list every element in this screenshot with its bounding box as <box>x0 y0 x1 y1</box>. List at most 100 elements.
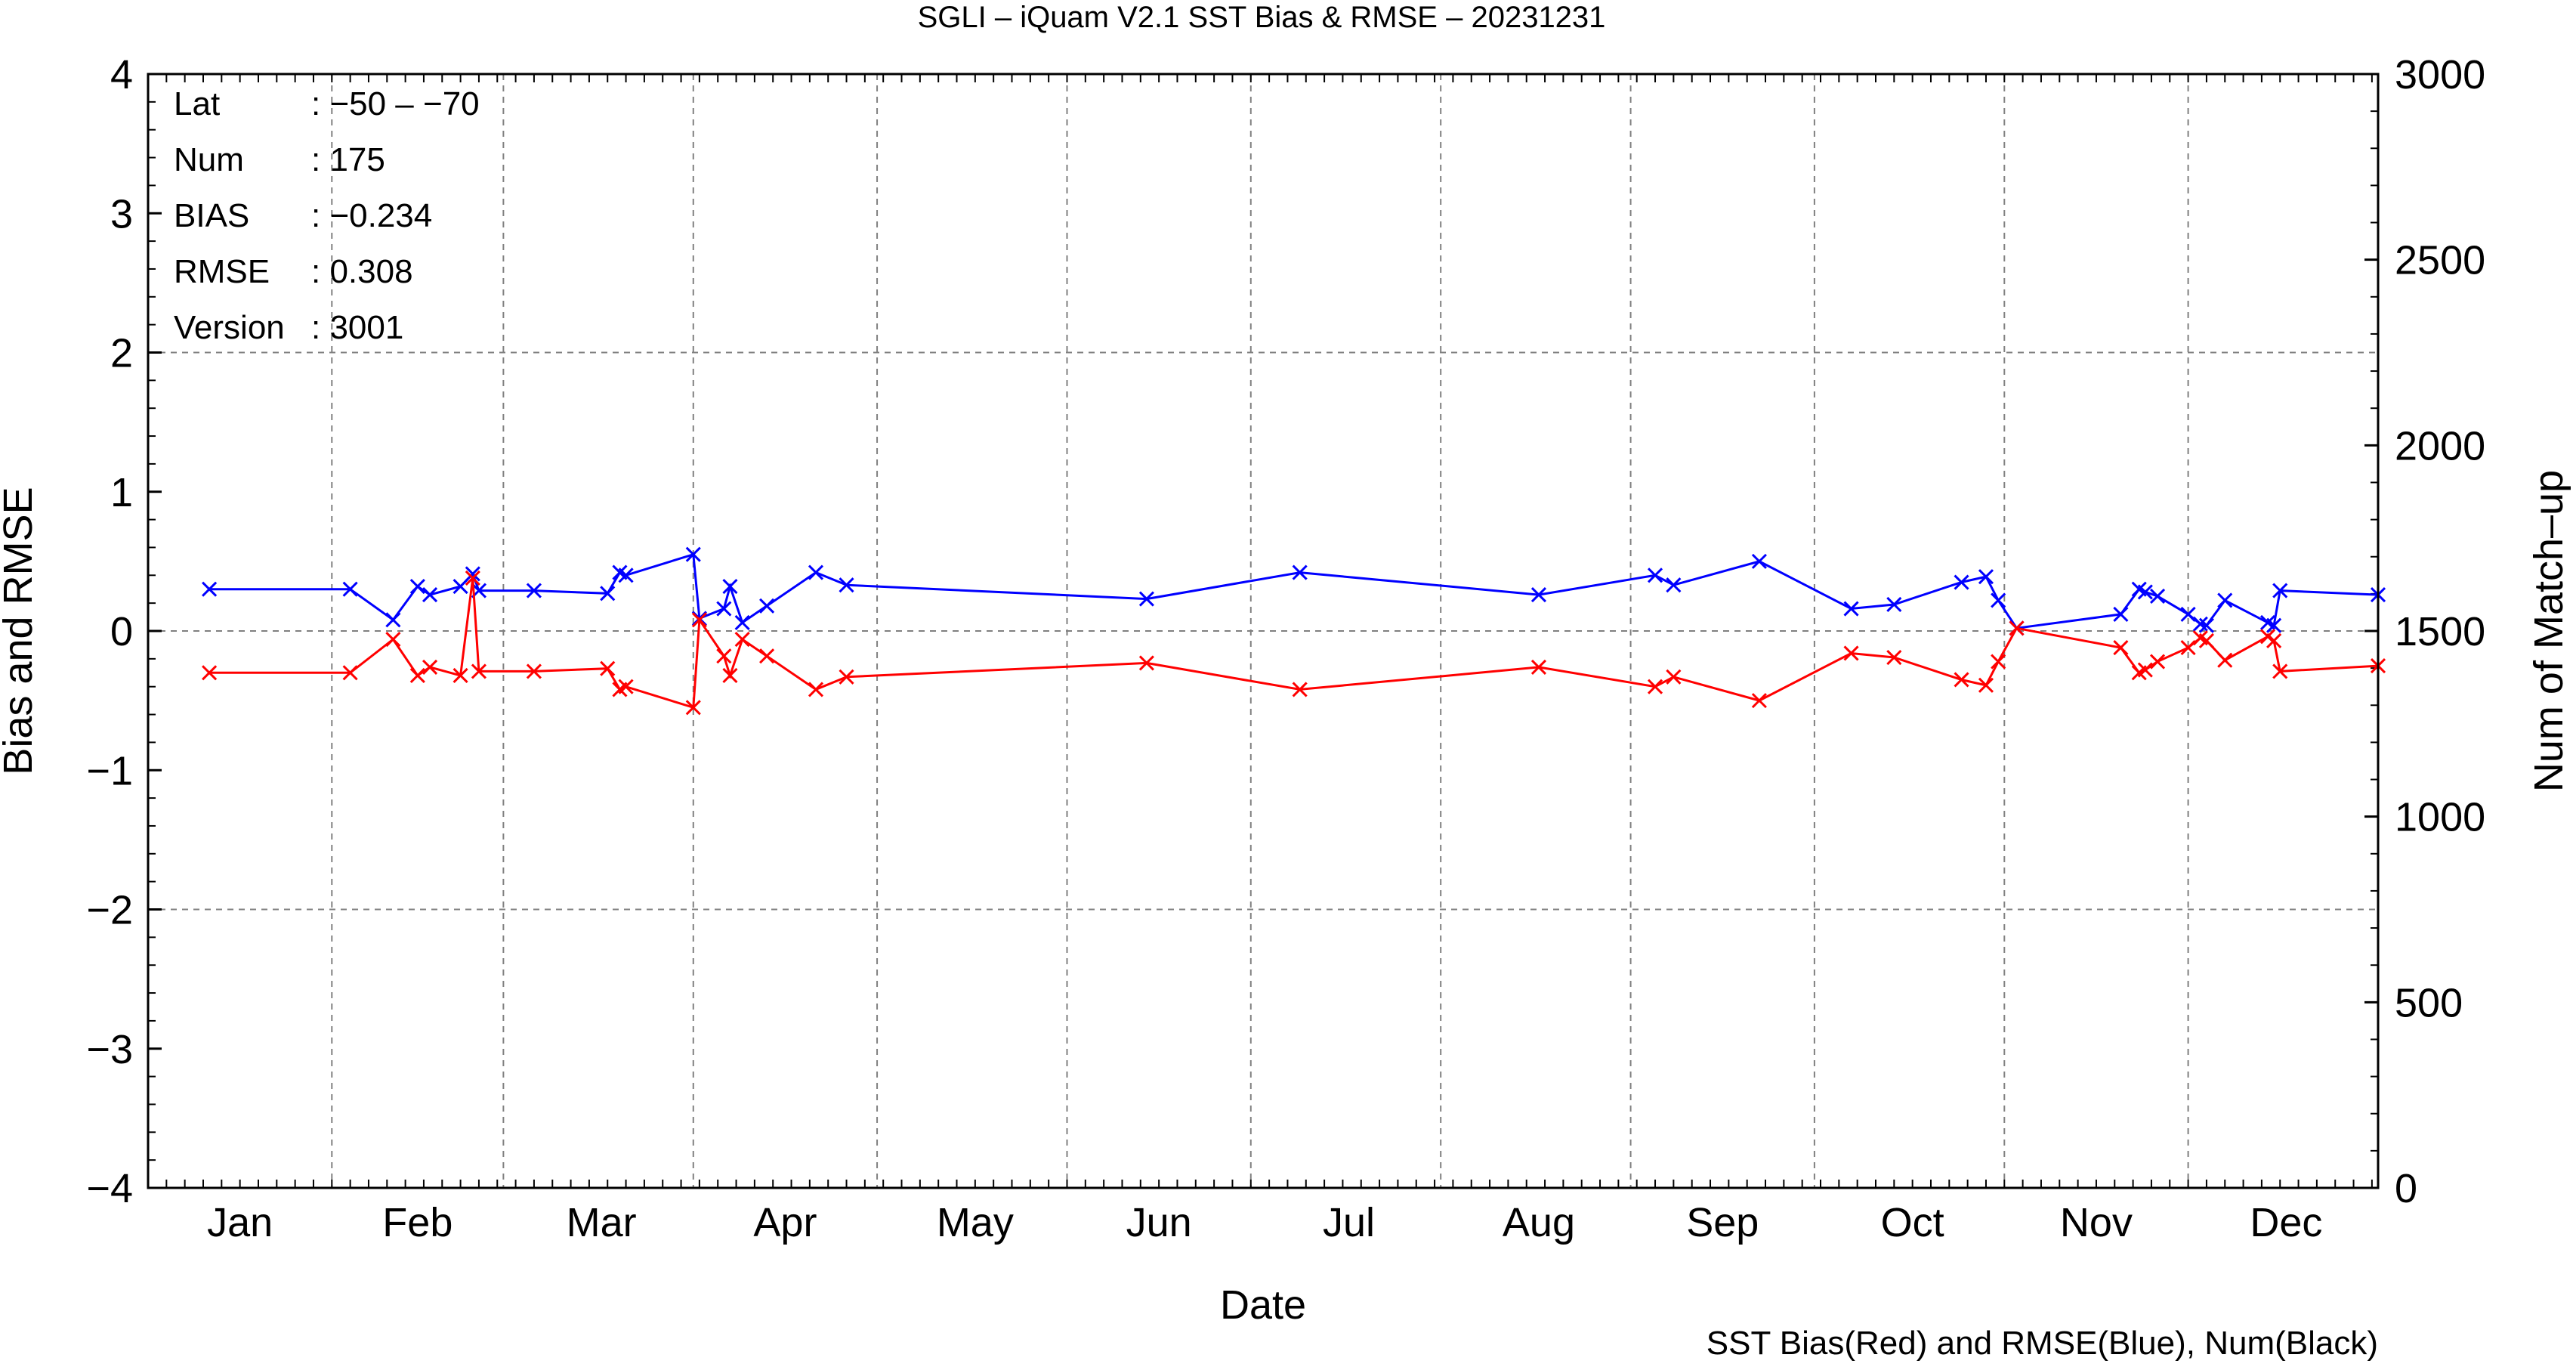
data-point-rmse <box>2217 592 2233 608</box>
data-point-rmse <box>2198 617 2214 633</box>
data-point-bias <box>1978 677 1994 693</box>
data-point-rmse <box>1138 591 1154 607</box>
x-tick-label: Jul <box>1323 1200 1375 1245</box>
data-point-rmse <box>1991 592 2006 608</box>
data-point-bias <box>202 665 218 681</box>
data-point-bias <box>600 660 616 676</box>
y-tick-label-right: 3000 <box>2395 52 2485 97</box>
data-point-bias <box>1647 679 1663 694</box>
data-point-bias <box>685 700 701 716</box>
x-tick-label: Apr <box>753 1200 817 1245</box>
data-point-rmse <box>1647 567 1663 583</box>
data-point-bias <box>2137 662 2153 678</box>
x-tick-label: Nov <box>2060 1200 2133 1245</box>
info-value: : −50 – −70 <box>311 85 480 122</box>
data-point-rmse <box>1292 564 1308 580</box>
x-tick-label: Aug <box>1503 1200 1575 1245</box>
data-point-bias <box>2149 654 2166 670</box>
data-point-bias <box>2198 632 2214 648</box>
data-point-rmse <box>2180 606 2196 622</box>
data-point-rmse <box>422 587 438 603</box>
data-point-bias <box>1751 693 1767 709</box>
data-point-rmse <box>202 581 218 597</box>
info-box: Lat: −50 – −70 Num: 175 BIAS: −0.234 RMSE: … <box>174 85 480 346</box>
x-tick-label: Oct <box>1881 1200 1944 1245</box>
data-point-bias <box>2180 640 2196 656</box>
y-tick-label-right: 2000 <box>2395 423 2485 469</box>
data-point-rmse <box>2137 584 2153 600</box>
x-tick-label: May <box>937 1200 1014 1245</box>
y-tick-label-right: 1000 <box>2395 795 2485 840</box>
y-tick-label-left: 3 <box>110 191 133 237</box>
data-point-rmse <box>1954 574 1969 590</box>
data-point-bias <box>716 648 732 664</box>
data-point-bias <box>1886 649 1902 666</box>
x-tick-label: Dec <box>2250 1200 2322 1245</box>
data-point-rmse <box>342 581 358 597</box>
data-point-bias <box>2217 652 2233 668</box>
data-point-bias <box>422 659 438 675</box>
data-point-rmse <box>526 583 542 598</box>
data-point-rmse <box>759 598 775 614</box>
y-tick-label-right: 500 <box>2395 980 2463 1025</box>
data-point-bias <box>465 570 480 586</box>
data-point-rmse <box>409 578 425 595</box>
y-tick-label-left: 2 <box>110 331 133 376</box>
info-key: BIAS <box>174 197 249 234</box>
y-tick-label-right: 1500 <box>2395 609 2485 654</box>
info-key: RMSE <box>174 253 270 290</box>
series-line-rmse <box>209 552 2379 629</box>
info-value: : 0.308 <box>311 253 413 290</box>
x-tick-label: Jan <box>207 1200 273 1245</box>
data-point-rmse <box>839 577 854 593</box>
data-point-bias <box>808 682 824 697</box>
data-point-bias <box>1954 672 1969 688</box>
data-point-rmse <box>1530 587 1547 603</box>
data-point-rmse <box>1978 569 1994 585</box>
data-point-rmse <box>618 567 634 583</box>
data-point-bias <box>722 667 738 684</box>
y-tick-label-left: −3 <box>86 1027 133 1072</box>
grid-lines <box>148 74 2378 1188</box>
data-point-bias <box>2272 663 2288 679</box>
x-tick-label: Feb <box>382 1200 452 1245</box>
x-tick-label: Jun <box>1126 1200 1192 1245</box>
y-tick-label-right: 0 <box>2395 1166 2417 1211</box>
y-axis-label-left: Bias and RMSE <box>0 487 41 775</box>
data-point-rmse <box>1886 596 1902 613</box>
tick-labels: −4 −3 −2 −1 0 1 2 3 4 0 500 1000 1500 2000 2500 3000 Jan… <box>86 52 2485 1245</box>
x-axis-label: Date <box>1220 1282 1306 1328</box>
info-key: Version <box>174 309 285 346</box>
data-point-rmse <box>808 564 824 580</box>
y-tick-label-left: −1 <box>86 748 133 793</box>
info-value: : −0.234 <box>311 197 432 234</box>
data-point-bias <box>409 667 425 684</box>
series-line-bias <box>209 577 2379 710</box>
data-point-bias <box>1530 659 1547 675</box>
data-point-rmse <box>452 578 468 595</box>
data-point-rmse <box>465 566 480 582</box>
chart-title: SGLI – iQuam V2.1 SST Bias & RMSE – 2023… <box>918 1 1606 34</box>
y-tick-label-left: 1 <box>110 470 133 515</box>
y-tick-label-left: −4 <box>86 1166 133 1211</box>
data-point-bias <box>1991 654 2006 670</box>
data-point-bias <box>1292 682 1308 697</box>
data-point-bias <box>2009 620 2025 636</box>
data-point-bias <box>839 669 854 685</box>
data-point-bias <box>618 679 634 694</box>
x-tick-label: Sep <box>1686 1200 1759 1245</box>
data-point-rmse <box>734 614 750 631</box>
data-series <box>202 546 2386 716</box>
data-point-rmse <box>685 546 701 562</box>
data-point-rmse <box>600 586 616 602</box>
y-tick-label-left: 0 <box>110 609 133 654</box>
data-point-bias <box>691 612 707 628</box>
y-tick-label-right: 2500 <box>2395 238 2485 283</box>
plot-frame <box>147 73 2380 1189</box>
data-point-rmse <box>1666 577 1682 593</box>
data-point-bias <box>1843 645 1859 661</box>
data-point-rmse <box>2272 583 2288 598</box>
data-point-rmse <box>385 612 401 628</box>
